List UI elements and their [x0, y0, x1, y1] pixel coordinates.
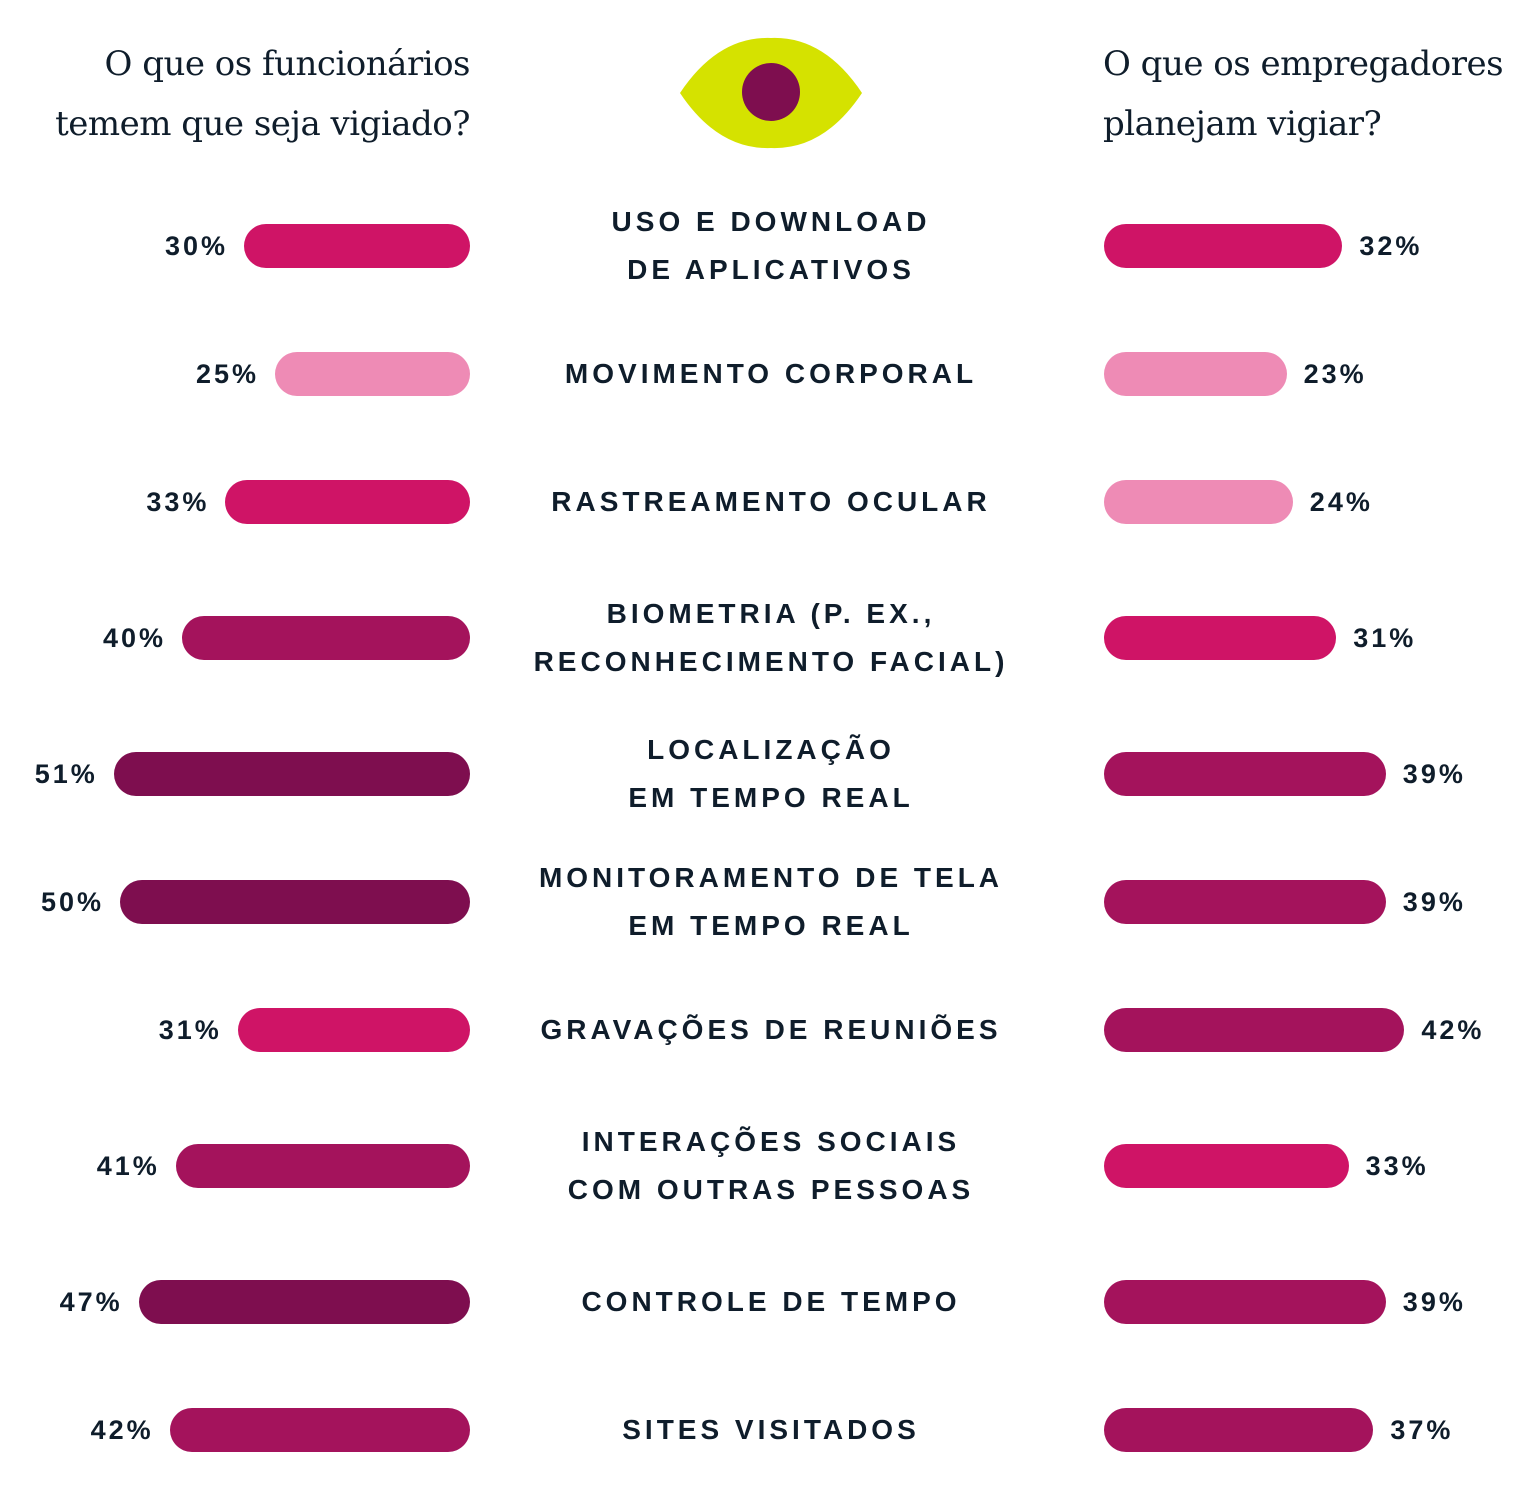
data-label-employers: 31%: [1353, 623, 1417, 653]
data-label-employers: 39%: [1402, 759, 1466, 789]
bar-employers: [1104, 1008, 1405, 1052]
left-question-title: O que os funcionários temem que seja vig…: [0, 34, 470, 154]
data-label-employees: 33%: [146, 487, 210, 517]
data-label-employers: 24%: [1309, 487, 1373, 517]
data-label-employers: 32%: [1359, 231, 1423, 261]
bar-employers: [1104, 1280, 1386, 1324]
category-label-line: RASTREAMENTO OCULAR: [551, 486, 991, 517]
category-label-line: BIOMETRIA (P. EX.,: [606, 598, 936, 629]
bar-employees: [175, 1144, 470, 1188]
category-label-line: EM TEMPO REAL: [628, 782, 914, 813]
data-label-employees: 50%: [40, 887, 104, 917]
data-label-employees: 31%: [158, 1015, 222, 1045]
category-label-line: SITES VISITADOS: [622, 1414, 920, 1445]
data-label-employers: 23%: [1303, 359, 1367, 389]
category-label-line: RECONHECIMENTO FACIAL): [533, 646, 1009, 677]
data-label-employers: 37%: [1390, 1415, 1454, 1445]
data-label-employers: 39%: [1402, 887, 1466, 917]
bar-employers: [1104, 880, 1386, 924]
eye-iris: [742, 63, 800, 121]
data-label-employers: 33%: [1365, 1151, 1429, 1181]
category-label: MONITORAMENTO DE TELA EM TEMPO REAL: [500, 854, 1042, 950]
bar-employers: [1104, 616, 1337, 660]
category-label: USO E DOWNLOAD DE APLICATIVOS: [500, 198, 1042, 294]
bar-employers: [1104, 1144, 1349, 1188]
data-label-employees: 42%: [90, 1415, 154, 1445]
bar-employers: [1104, 1408, 1374, 1452]
data-label-employees: 41%: [96, 1151, 160, 1181]
bar-employees: [120, 880, 470, 924]
category-label-line: COM OUTRAS PESSOAS: [567, 1174, 975, 1205]
category-label-line: DE APLICATIVOS: [627, 254, 915, 285]
category-label-line: CONTROLE DE TEMPO: [581, 1286, 961, 1317]
category-label-line: GRAVAÇÕES DE REUNIÕES: [540, 1014, 1002, 1045]
category-label: MOVIMENTO CORPORAL: [500, 350, 1042, 398]
left-question-line-1: O que os funcionários: [104, 44, 471, 84]
bar-employees: [138, 1280, 470, 1324]
bar-employees: [113, 752, 470, 796]
category-label: SITES VISITADOS: [500, 1406, 1042, 1454]
data-label-employers: 39%: [1402, 1287, 1466, 1317]
category-label: RASTREAMENTO OCULAR: [500, 478, 1042, 526]
category-label-line: EM TEMPO REAL: [628, 910, 914, 941]
bar-employees: [244, 224, 470, 268]
bar-employers: [1104, 480, 1293, 524]
category-label: BIOMETRIA (P. EX., RECONHECIMENTO FACIAL): [500, 590, 1042, 686]
data-label-employees: 40%: [102, 623, 166, 653]
category-label-line: MOVIMENTO CORPORAL: [564, 358, 978, 389]
right-question-line-2: planejam vigiar?: [1103, 104, 1382, 144]
bar-employers: [1104, 352, 1287, 396]
category-label: CONTROLE DE TEMPO: [500, 1278, 1042, 1326]
bar-employees: [275, 352, 470, 396]
category-label-line: USO E DOWNLOAD: [611, 206, 931, 237]
bar-employees: [182, 616, 470, 660]
data-label-employees: 30%: [164, 231, 228, 261]
category-label: GRAVAÇÕES DE REUNIÕES: [500, 1006, 1042, 1054]
left-question-line-2: temem que seja vigiado?: [55, 104, 470, 144]
bar-employers: [1104, 224, 1343, 268]
category-label-line: INTERAÇÕES SOCIAIS: [581, 1126, 961, 1157]
data-label-employees: 51%: [34, 759, 98, 789]
bar-employers: [1104, 752, 1386, 796]
bar-employees: [225, 480, 470, 524]
category-label-line: MONITORAMENTO DE TELA: [538, 862, 1004, 893]
category-label: INTERAÇÕES SOCIAIS COM OUTRAS PESSOAS: [500, 1118, 1042, 1214]
right-question-title: O que os empregadores planejam vigiar?: [1103, 34, 1540, 154]
eye-icon: [680, 37, 862, 149]
category-label-line: LOCALIZAÇÃO: [647, 734, 895, 765]
bar-employees: [237, 1008, 470, 1052]
category-label: LOCALIZAÇÃO EM TEMPO REAL: [500, 726, 1042, 822]
data-label-employers: 42%: [1421, 1015, 1485, 1045]
bar-employees: [169, 1408, 470, 1452]
data-label-employees: 47%: [59, 1287, 123, 1317]
right-question-line-1: O que os empregadores: [1103, 44, 1504, 84]
data-label-employees: 25%: [195, 359, 259, 389]
